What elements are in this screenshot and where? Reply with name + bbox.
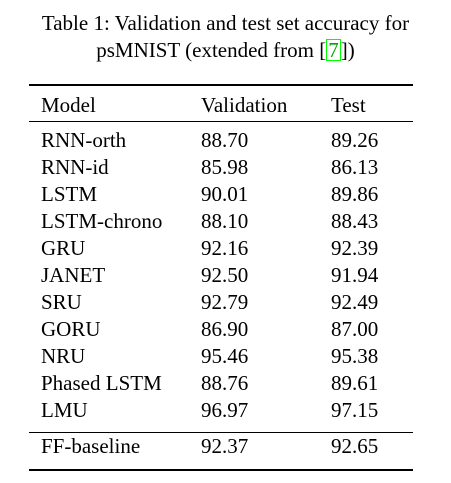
row-validation: 92.79 (201, 290, 249, 314)
table-row-baseline: FF-baseline 92.37 92.65 (29, 433, 413, 460)
row-test: 89.86 (331, 182, 379, 206)
row-test: 88.43 (331, 209, 379, 233)
caption-suffix: ]) (340, 38, 355, 62)
row-validation: 95.46 (201, 344, 249, 368)
row-model: SRU (41, 290, 82, 314)
row-test: 89.26 (331, 128, 379, 152)
table-row: SRU 92.79 92.49 (29, 289, 413, 316)
row-test: 89.61 (331, 371, 379, 395)
row-test: 95.38 (331, 344, 379, 368)
row-validation: 88.70 (201, 128, 249, 152)
row-model: GRU (41, 236, 86, 260)
top-rule (29, 84, 413, 86)
table-row: JANET 92.50 91.94 (29, 262, 413, 289)
row-model: LSTM (41, 182, 98, 206)
row-test: 91.94 (331, 263, 379, 287)
row-validation: 90.01 (201, 182, 249, 206)
baseline-validation: 92.37 (201, 434, 249, 458)
row-validation: 86.90 (201, 317, 249, 341)
row-validation: 92.50 (201, 263, 249, 287)
header-rule (29, 121, 413, 122)
baseline-test: 92.65 (331, 434, 379, 458)
table-row: LSTM-chrono 88.10 88.43 (29, 208, 413, 235)
row-model: LMU (41, 398, 88, 422)
row-test: 92.39 (331, 236, 379, 260)
row-test: 87.00 (331, 317, 379, 341)
row-model: RNN-orth (41, 128, 127, 152)
row-model: RNN-id (41, 155, 109, 179)
row-validation: 85.98 (201, 155, 249, 179)
table-row: Phased LSTM 88.76 89.61 (29, 370, 413, 397)
bottom-rule (29, 469, 413, 471)
row-test: 97.15 (331, 398, 379, 422)
header-validation: Validation (201, 92, 288, 117)
header-row: Model Validation Test (29, 89, 413, 121)
table-row: GRU 92.16 92.39 (29, 235, 413, 262)
citation-link[interactable]: 7 (326, 38, 341, 62)
baseline-rule (29, 432, 413, 433)
caption-line-2: psMNIST (extended from [7]) (0, 37, 451, 64)
table-row: LMU 96.97 97.15 (29, 397, 413, 424)
results-body: RNN-orth 88.70 89.26 RNN-id 85.98 86.13 LSTM 90… (29, 127, 413, 424)
row-validation: 96.97 (201, 398, 249, 422)
table-row: RNN-id 85.98 86.13 (29, 154, 413, 181)
header-test: Test (331, 92, 366, 117)
table-row: GORU 86.90 87.00 (29, 316, 413, 343)
row-model: LSTM-chrono (41, 209, 163, 233)
row-model: NRU (41, 344, 86, 368)
row-test: 86.13 (331, 155, 379, 179)
table-row: LSTM 90.01 89.86 (29, 181, 413, 208)
row-validation: 88.76 (201, 371, 249, 395)
table-caption: Table 1: Validation and test set accurac… (0, 10, 451, 64)
row-model: JANET (41, 263, 106, 287)
baseline-model: FF-baseline (41, 434, 141, 458)
results-table: Model Validation Test RNN-orth 88.70 89.26… (29, 89, 413, 460)
caption-prefix: psMNIST (extended from [ (96, 38, 327, 62)
row-test: 92.49 (331, 290, 379, 314)
row-model: GORU (41, 317, 101, 341)
header-model: Model (41, 92, 96, 117)
caption-line-1: Table 1: Validation and test set accurac… (41, 11, 410, 35)
row-validation: 88.10 (201, 209, 249, 233)
table-row: RNN-orth 88.70 89.26 (29, 127, 413, 154)
table-row: NRU 95.46 95.38 (29, 343, 413, 370)
row-validation: 92.16 (201, 236, 249, 260)
row-model: Phased LSTM (41, 371, 162, 395)
